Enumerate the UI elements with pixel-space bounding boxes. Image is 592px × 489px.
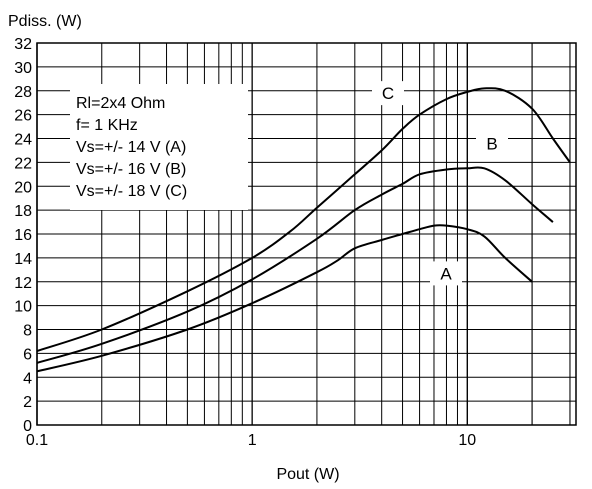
series-label-A: A [440, 264, 452, 283]
series-lines [36, 87, 571, 373]
series-labels: A B C [372, 81, 508, 286]
y-tick-label: 8 [23, 323, 32, 340]
x-tick-label: 0.1 [26, 432, 48, 449]
y-tick-label: 0 [23, 418, 32, 435]
series-line-B [36, 166, 554, 364]
annotation-line: Vs=+/- 14 V (A) [76, 139, 186, 156]
series-label-background [476, 131, 508, 156]
annotation-line: f= 1 KHz [76, 117, 138, 134]
annotation-line: Rl=2x4 Ohm [76, 95, 165, 112]
y-tick-label: 10 [14, 299, 32, 316]
y-tick-label: 30 [14, 60, 32, 77]
y-tick-label: 16 [14, 227, 32, 244]
y-tick-label: 28 [14, 84, 32, 101]
y-tick-label: 18 [14, 203, 32, 220]
y-tick-label: 22 [14, 155, 32, 172]
series-line-A [36, 224, 533, 373]
y-tick-label: 24 [14, 132, 32, 149]
y-tick-label: 20 [14, 179, 32, 196]
y-tick-label: 6 [23, 346, 32, 363]
annotation-line: Vs=+/- 16 V (B) [76, 161, 186, 178]
y-tick-label: 4 [23, 370, 32, 387]
x-tick-label: 10 [458, 432, 476, 449]
annotation-background [70, 84, 248, 210]
x-axis-title: Pout (W) [276, 466, 339, 483]
y-axis-title: Pdiss. (W) [8, 13, 82, 30]
annotation-box: Rl=2x4 Ohm f= 1 KHz Vs=+/- 14 V (A) Vs=+/- … [70, 84, 248, 210]
series-label-B: B [486, 134, 497, 153]
y-tick-label: 12 [14, 275, 32, 292]
annotation-line: Vs=+/- 18 V (C) [76, 183, 187, 200]
y-tick-label: 2 [23, 394, 32, 411]
y-tick-label: 32 [14, 36, 32, 53]
x-tick-label: 1 [248, 432, 257, 449]
series-label-background [372, 81, 404, 106]
plot-frame [36, 42, 577, 426]
series-label-C: C [382, 84, 394, 103]
series-label-background [430, 261, 462, 286]
series-line-C [36, 87, 571, 352]
y-tick-label: 14 [14, 251, 32, 268]
y-tick-label: 26 [14, 108, 32, 125]
